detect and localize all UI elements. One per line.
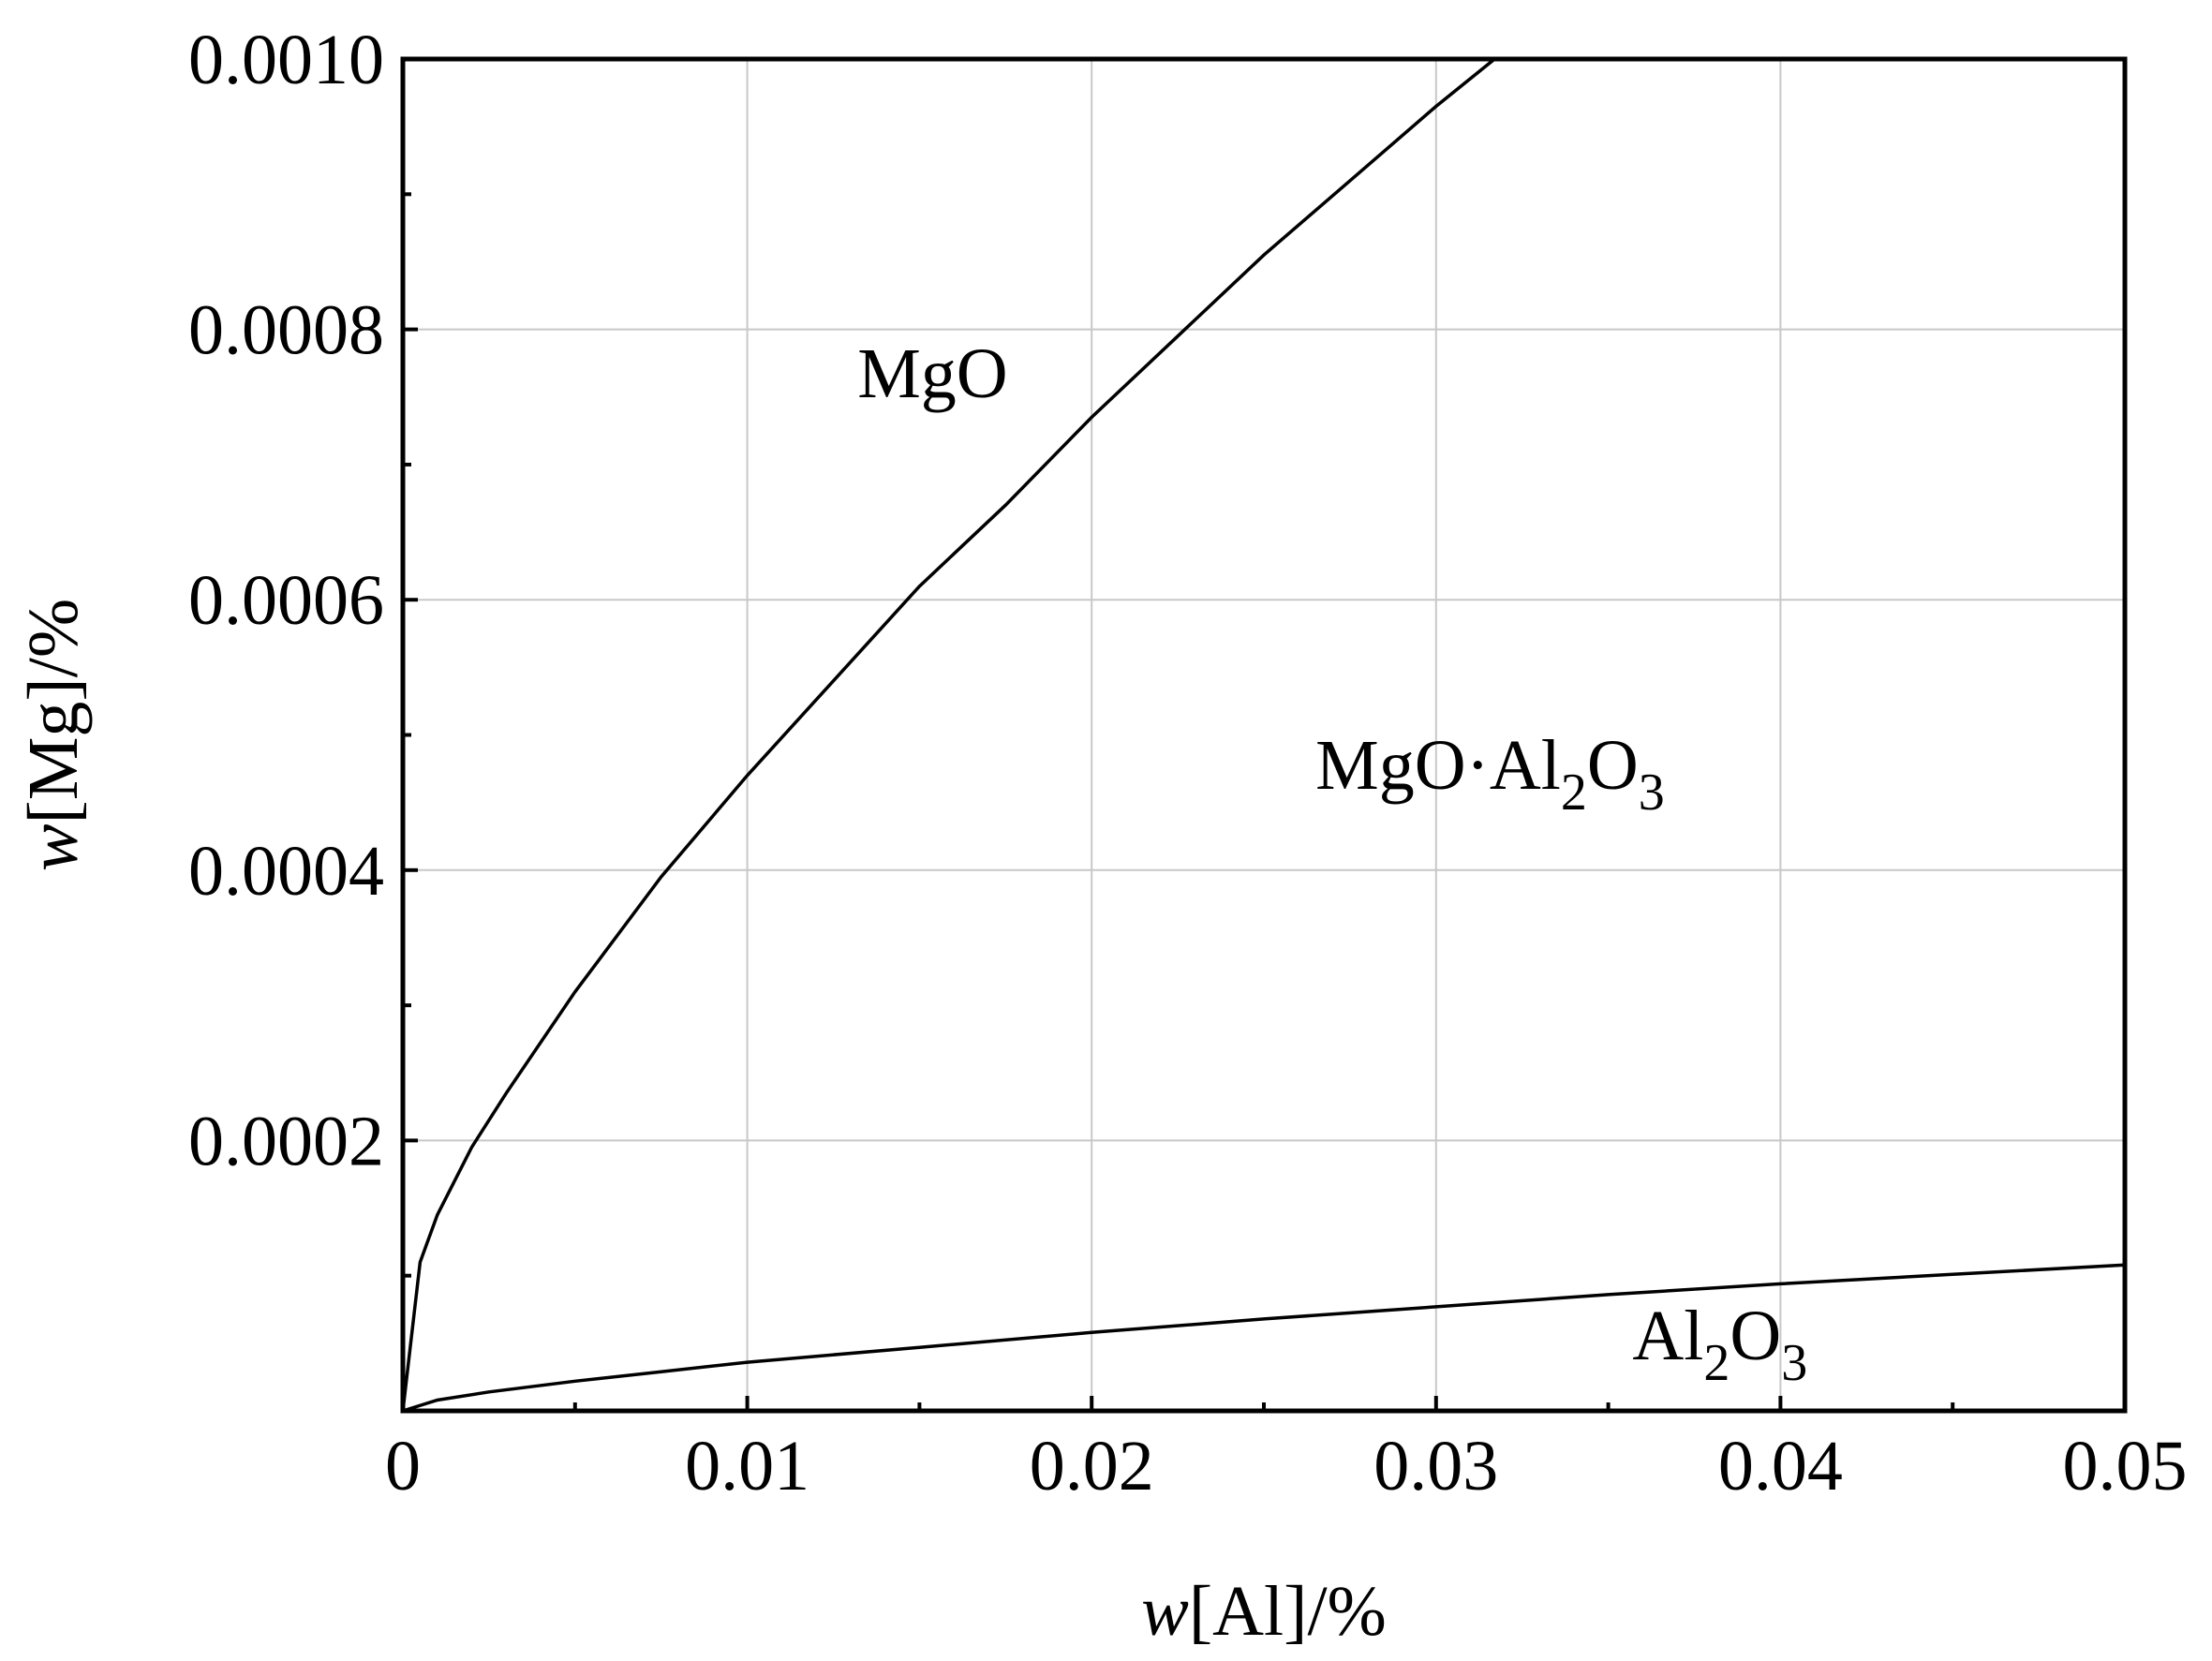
subscript: 2 (1561, 764, 1587, 822)
subscript: 3 (1639, 764, 1665, 822)
y-tick-label: 0.0004 (188, 832, 384, 911)
x-tick-label: 0.05 (2063, 1427, 2188, 1505)
y-tick-label: 0.0008 (188, 291, 384, 370)
label-text: MgO·Al (1315, 726, 1561, 805)
x-tick-label: 0.02 (1030, 1427, 1154, 1505)
y-tick-label: 0.0010 (188, 21, 384, 99)
phase-boundary-line (401, 57, 1496, 1412)
label-text: O (1730, 1297, 1781, 1375)
x-axis-title: w[Al]/% (1141, 1572, 1387, 1651)
y-axis-title-italic: w (14, 823, 93, 871)
region-label-al2o3: Al2O3 (1632, 1297, 1807, 1392)
x-axis-title-italic: w (1141, 1572, 1189, 1651)
tick-layer (401, 57, 2127, 1411)
subscript: 3 (1781, 1334, 1807, 1392)
y-axis-title-rest: [Mg]/% (14, 599, 93, 824)
label-text: Al (1632, 1297, 1703, 1375)
plot-frame (400, 56, 2128, 1414)
region-label-spinel: MgO·Al2O3 (1315, 726, 1665, 822)
label-text: O (1587, 726, 1639, 805)
subscript: 2 (1703, 1334, 1730, 1392)
curve-layer (401, 57, 2126, 1413)
y-tick-label: 0.0002 (188, 1102, 384, 1180)
phase-boundary-line (402, 1263, 2126, 1413)
x-axis-title-rest: [Al]/% (1189, 1572, 1387, 1651)
y-axis-title: w[Mg]/% (14, 599, 93, 871)
x-tick-label: 0.01 (685, 1427, 809, 1505)
grid-layer (403, 59, 2125, 1411)
x-tick-label: 0.04 (1718, 1427, 1843, 1505)
x-tick-label: 0 (385, 1427, 421, 1505)
tick-label-layer: 0 0.01 0.02 0.03 0.04 0.05 0.0002 0.0004 0.0006 0… (188, 21, 2188, 1505)
y-tick-label: 0.0006 (188, 561, 384, 640)
region-label-mgo: MgO (857, 334, 1007, 413)
x-tick-label: 0.03 (1373, 1427, 1498, 1505)
